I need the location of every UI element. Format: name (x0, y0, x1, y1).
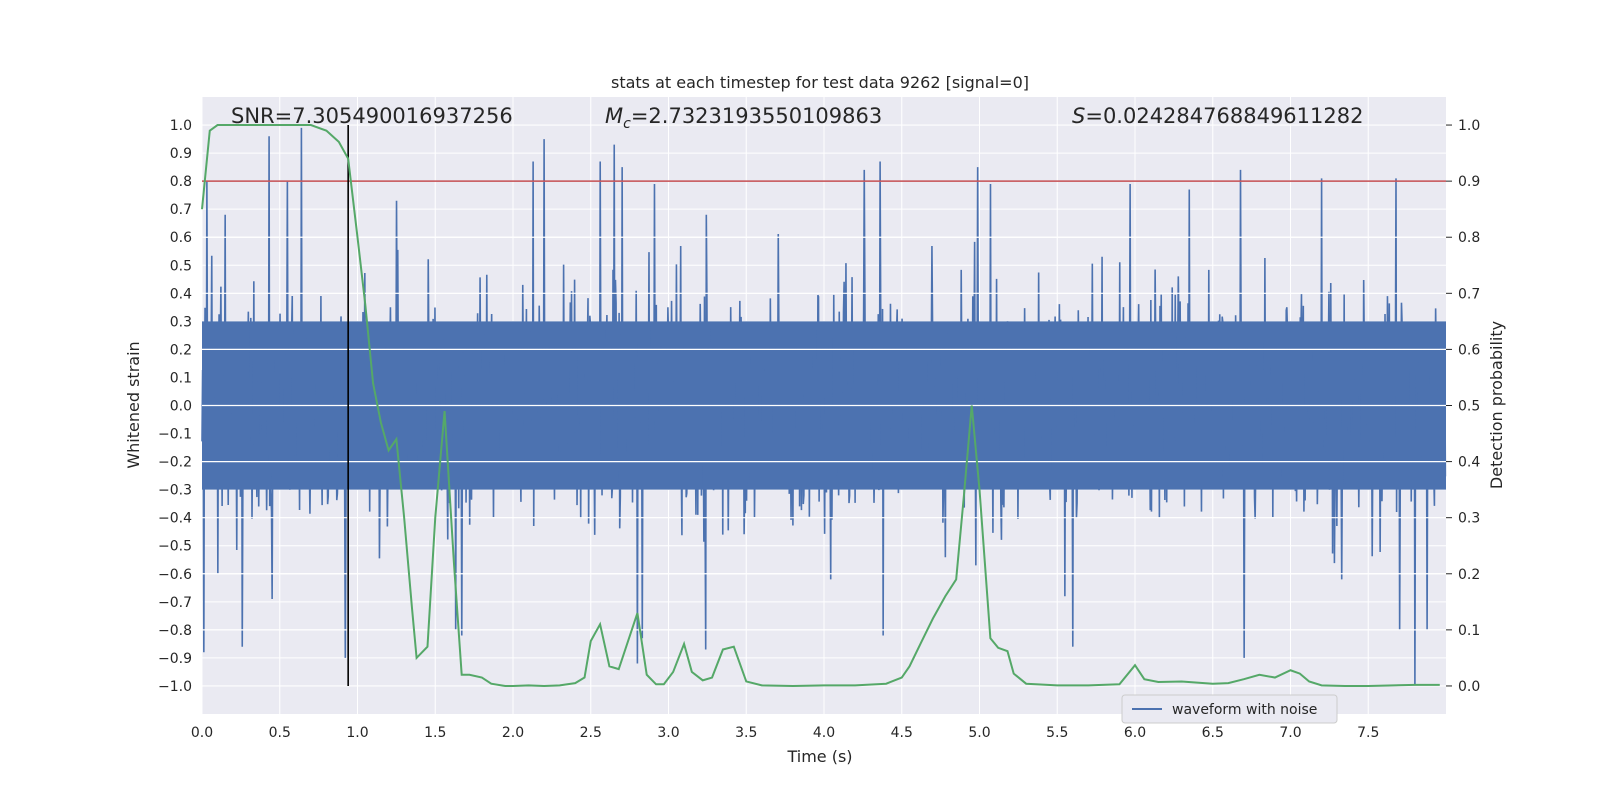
reference-lines (202, 125, 1446, 686)
y2-tick-label: 0.8 (1458, 230, 1480, 246)
y2-tick-label: 0.0 (1458, 679, 1480, 695)
y-tick-label: 0.5 (170, 258, 192, 274)
mc-annotation: Mc=2.7323193550109863 (605, 104, 882, 132)
snr-annotation: SNR=7.305490016937256 (231, 104, 513, 128)
x-tick-label: 3.0 (657, 725, 679, 741)
s-annotation: S=0.024284768849611282 (1072, 104, 1363, 128)
y-tick-label: 0.2 (170, 342, 192, 358)
y-tick-label: 0.0 (170, 399, 192, 415)
y-tick-label: −0.4 (158, 511, 192, 527)
legend: waveform with noise (1121, 694, 1338, 724)
y-tick-label: −0.3 (158, 483, 192, 499)
x-tick-label: 7.5 (1357, 725, 1379, 741)
y2-tick-label: 0.9 (1458, 174, 1480, 190)
s-value: =0.024284768849611282 (1085, 104, 1363, 128)
axis-ticks: 0.0 0.5 1.0 1.5 2.0 2.5 3.0 3.5 4.0 4.5 5.0 5.5 6.0 6… (158, 118, 1480, 741)
y2-tick-label: 1.0 (1458, 118, 1480, 134)
mc-subscript: c (623, 116, 631, 132)
legend-box (1121, 694, 1338, 724)
x-tick-label: 1.5 (424, 725, 446, 741)
y-tick-label: −0.9 (158, 651, 192, 667)
x-tick-label: 4.0 (813, 725, 835, 741)
mc-symbol: M (605, 104, 623, 128)
probability-series (201, 124, 1440, 687)
y2-tick-label: 0.5 (1458, 399, 1480, 415)
x-tick-label: 4.5 (891, 725, 913, 741)
y-tick-label: 1.0 (170, 118, 192, 134)
x-axis-label: Time (s) (786, 747, 852, 766)
x-tick-label: 6.5 (1202, 725, 1224, 741)
y2-tick-label: 0.3 (1458, 511, 1480, 527)
x-tick-label: 7.0 (1279, 725, 1301, 741)
chart-title: stats at each timestep for test data 926… (611, 73, 1029, 92)
y-tick-label: −0.8 (158, 623, 192, 639)
x-tick-label: 3.5 (735, 725, 757, 741)
y2-tick-label: 0.7 (1458, 286, 1480, 302)
y-tick-label: −0.6 (158, 567, 192, 583)
x-tick-label: 0.0 (191, 725, 213, 741)
mc-value: =2.7323193550109863 (631, 104, 882, 128)
waveform-line (201, 127, 1447, 686)
legend-label: waveform with noise (1172, 702, 1317, 718)
y-axis-label: Whitened strain (124, 341, 143, 468)
y-tick-label: 0.3 (170, 314, 192, 330)
y-tick-label: 0.6 (170, 230, 192, 246)
y-tick-label: 0.9 (170, 146, 192, 162)
s-symbol: S (1072, 104, 1085, 128)
y-tick-label: 0.7 (170, 202, 192, 218)
x-tick-label: 1.0 (346, 725, 368, 741)
y-tick-label: −0.1 (158, 427, 192, 443)
y2-tick-label: 0.4 (1458, 455, 1480, 471)
y2-tick-label: 0.6 (1458, 342, 1480, 358)
y-tick-label: 0.1 (170, 370, 192, 386)
x-tick-label: 2.0 (502, 725, 524, 741)
y-tick-label: −0.5 (158, 539, 192, 555)
y-tick-label: 0.8 (170, 174, 192, 190)
y2-tick-label: 0.1 (1458, 623, 1480, 639)
y-tick-label: 0.4 (170, 286, 192, 302)
x-tick-label: 6.0 (1124, 725, 1146, 741)
y2-axis-label: Detection probability (1487, 321, 1506, 489)
x-tick-label: 0.5 (269, 725, 291, 741)
x-tick-label: 2.5 (580, 725, 602, 741)
y2-tick-label: 0.2 (1458, 567, 1480, 583)
y-tick-label: −0.2 (158, 455, 192, 471)
y-tick-label: −1.0 (158, 679, 192, 695)
probability-line (201, 124, 1440, 687)
x-tick-label: 5.5 (1046, 725, 1068, 741)
x-tick-label: 5.0 (968, 725, 990, 741)
y-tick-label: −0.7 (158, 595, 192, 611)
